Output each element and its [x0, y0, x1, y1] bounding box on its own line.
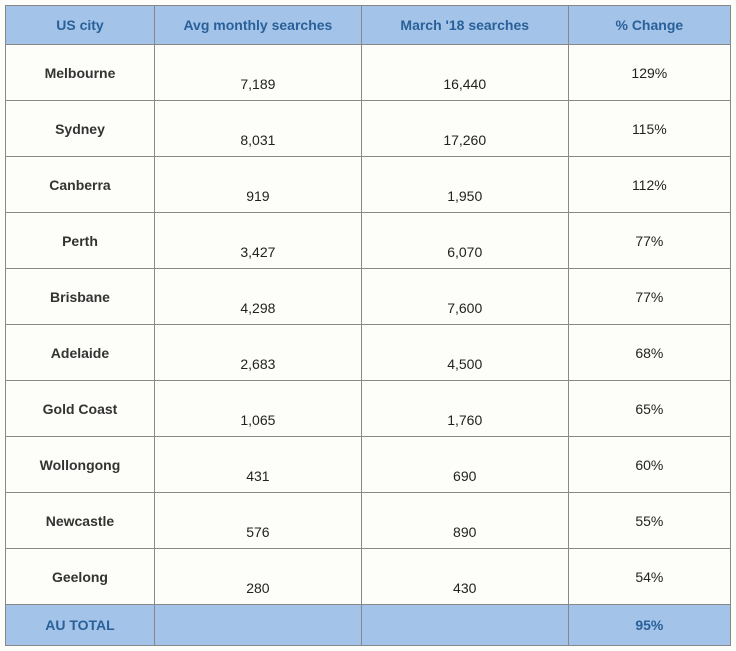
total-avg: [154, 605, 361, 646]
pct-cell: 68%: [568, 325, 730, 381]
table-row: Canberra9191,950112%: [6, 157, 731, 213]
avg-cell: 576: [154, 493, 361, 549]
table-row: Melbourne7,18916,440129%: [6, 45, 731, 101]
header-avg: Avg monthly searches: [154, 6, 361, 45]
mar-cell: 4,500: [361, 325, 568, 381]
avg-cell: 280: [154, 549, 361, 605]
mar-cell: 690: [361, 437, 568, 493]
pct-cell: 77%: [568, 269, 730, 325]
table-row: Sydney8,03117,260115%: [6, 101, 731, 157]
total-pct: 95%: [568, 605, 730, 646]
avg-cell: 3,427: [154, 213, 361, 269]
header-city: US city: [6, 6, 155, 45]
table-row: Adelaide2,6834,50068%: [6, 325, 731, 381]
pct-cell: 65%: [568, 381, 730, 437]
total-row: AU TOTAL 95%: [6, 605, 731, 646]
searches-table: US city Avg monthly searches March '18 s…: [5, 5, 731, 646]
mar-cell: 890: [361, 493, 568, 549]
table-row: Gold Coast1,0651,76065%: [6, 381, 731, 437]
header-pct: % Change: [568, 6, 730, 45]
total-label: AU TOTAL: [6, 605, 155, 646]
city-cell: Melbourne: [6, 45, 155, 101]
avg-cell: 919: [154, 157, 361, 213]
mar-cell: 430: [361, 549, 568, 605]
table-row: Brisbane4,2987,60077%: [6, 269, 731, 325]
city-cell: Gold Coast: [6, 381, 155, 437]
pct-cell: 112%: [568, 157, 730, 213]
pct-cell: 54%: [568, 549, 730, 605]
city-cell: Wollongong: [6, 437, 155, 493]
pct-cell: 129%: [568, 45, 730, 101]
table-row: Perth3,4276,07077%: [6, 213, 731, 269]
pct-cell: 115%: [568, 101, 730, 157]
pct-cell: 77%: [568, 213, 730, 269]
avg-cell: 8,031: [154, 101, 361, 157]
total-mar: [361, 605, 568, 646]
mar-cell: 7,600: [361, 269, 568, 325]
city-cell: Sydney: [6, 101, 155, 157]
city-cell: Newcastle: [6, 493, 155, 549]
avg-cell: 7,189: [154, 45, 361, 101]
table-row: Wollongong43169060%: [6, 437, 731, 493]
pct-cell: 55%: [568, 493, 730, 549]
mar-cell: 16,440: [361, 45, 568, 101]
city-cell: Adelaide: [6, 325, 155, 381]
mar-cell: 17,260: [361, 101, 568, 157]
avg-cell: 431: [154, 437, 361, 493]
pct-cell: 60%: [568, 437, 730, 493]
city-cell: Canberra: [6, 157, 155, 213]
table-row: Newcastle57689055%: [6, 493, 731, 549]
city-cell: Geelong: [6, 549, 155, 605]
mar-cell: 1,950: [361, 157, 568, 213]
mar-cell: 6,070: [361, 213, 568, 269]
mar-cell: 1,760: [361, 381, 568, 437]
avg-cell: 2,683: [154, 325, 361, 381]
header-mar: March '18 searches: [361, 6, 568, 45]
city-cell: Perth: [6, 213, 155, 269]
header-row: US city Avg monthly searches March '18 s…: [6, 6, 731, 45]
table-row: Geelong28043054%: [6, 549, 731, 605]
avg-cell: 1,065: [154, 381, 361, 437]
city-cell: Brisbane: [6, 269, 155, 325]
avg-cell: 4,298: [154, 269, 361, 325]
